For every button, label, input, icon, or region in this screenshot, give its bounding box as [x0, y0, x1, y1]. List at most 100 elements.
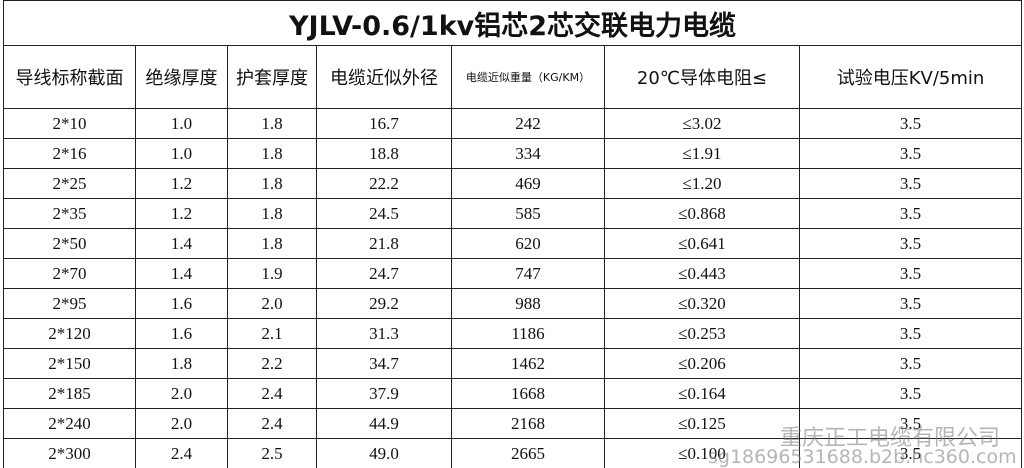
data-row: 2*95 1.6 2.0 29.2 988 ≤0.320 3.5	[3, 288, 1023, 319]
data-cell: 988	[451, 288, 605, 319]
table-title: YJLV-0.6/1kv铝芯2芯交联电力电缆	[2, 0, 1023, 46]
data-cell: 2*300	[3, 438, 136, 468]
data-cell: ≤0.868	[604, 198, 800, 229]
data-cell: 16.7	[316, 108, 452, 139]
header-cell: 护套厚度	[227, 45, 317, 109]
data-cell: 44.9	[316, 408, 452, 439]
header-cell: 电缆近似外径	[316, 45, 452, 109]
data-cell: 24.7	[316, 258, 452, 289]
data-cell: 3.5	[798, 258, 1023, 289]
data-cell: ≤0.253	[604, 318, 800, 349]
data-cell: 2.0	[135, 408, 228, 439]
data-cell: 585	[451, 198, 605, 229]
data-cell: 2*95	[3, 288, 136, 319]
header-cell: 导线标称截面	[3, 45, 136, 109]
data-cell: 1462	[451, 348, 605, 379]
data-cell: 31.3	[316, 318, 452, 349]
data-row: 2*16 1.0 1.8 18.8 334 ≤1.91 3.5	[3, 138, 1023, 169]
data-cell: 2*120	[3, 318, 136, 349]
data-cell: 3.5	[798, 138, 1023, 169]
data-cell: 37.9	[316, 378, 452, 409]
watermark-url: sg18696531688.b2b.hc360.com	[708, 446, 1017, 468]
data-cell: 2.4	[227, 378, 317, 409]
data-cell: 3.5	[798, 228, 1023, 259]
data-cell: 242	[451, 108, 605, 139]
data-cell: 2*25	[3, 168, 136, 199]
data-cell: 1.4	[135, 228, 228, 259]
data-cell: 29.2	[316, 288, 452, 319]
data-cell: 1.8	[227, 108, 317, 139]
data-cell: 2*10	[3, 108, 136, 139]
data-cell: 1.8	[227, 198, 317, 229]
data-cell: 2*50	[3, 228, 136, 259]
data-cell: ≤1.91	[604, 138, 800, 169]
data-cell: 1186	[451, 318, 605, 349]
data-cell: ≤0.206	[604, 348, 800, 379]
data-cell: 2*35	[3, 198, 136, 229]
data-cell: 2.4	[135, 438, 228, 468]
data-cell: 3.5	[798, 438, 1023, 468]
data-cell: 1668	[451, 378, 605, 409]
data-cell: 1.9	[227, 258, 317, 289]
data-row: 2*185 2.0 2.4 37.9 1668 ≤0.164 3.5	[3, 378, 1023, 409]
data-cell: 2.0	[227, 288, 317, 319]
data-row: 2*35 1.2 1.8 24.5 585 ≤0.868 3.5	[3, 198, 1023, 229]
data-cell: 2168	[451, 408, 605, 439]
data-cell: 2.4	[227, 408, 317, 439]
data-row: 2*10 1.0 1.8 16.7 242 ≤3.02 3.5	[3, 108, 1023, 139]
data-cell: 2*240	[3, 408, 136, 439]
data-cell: 1.8	[227, 228, 317, 259]
data-cell: ≤0.100	[604, 438, 800, 468]
data-cell: ≤3.02	[604, 108, 800, 139]
data-cell: 2.1	[227, 318, 317, 349]
data-cell: 1.8	[227, 168, 317, 199]
data-row: 2*240 2.0 2.4 44.9 2168 ≤0.125 3.5	[3, 408, 1023, 439]
data-cell: 1.6	[135, 318, 228, 349]
data-cell: 620	[451, 228, 605, 259]
data-cell: 1.8	[227, 138, 317, 169]
data-cell: 1.2	[135, 198, 228, 229]
header-cell: 绝缘厚度	[135, 45, 228, 109]
header-cell: 试验电压KV/5min	[798, 45, 1023, 109]
data-row: 2*120 1.6 2.1 31.3 1186 ≤0.253 3.5	[3, 318, 1023, 349]
data-cell: ≤1.20	[604, 168, 800, 199]
data-cell: 1.0	[135, 138, 228, 169]
data-row: 2*150 1.8 2.2 34.7 1462 ≤0.206 3.5	[3, 348, 1023, 379]
data-cell: 3.5	[798, 288, 1023, 319]
data-cell: 2*185	[3, 378, 136, 409]
data-cell: 49.0	[316, 438, 452, 468]
data-cell: ≤0.443	[604, 258, 800, 289]
header-row: 导线标称截面 绝缘厚度 护套厚度 电缆近似外径 电缆近似重量（KG/KM） 20℃导体电阻…	[3, 45, 1023, 109]
watermark-company: 重庆正工电缆有限公司	[780, 426, 1001, 451]
data-row: 2*50 1.4 1.8 21.8 620 ≤0.641 3.5	[3, 228, 1023, 259]
header-cell: 电缆近似重量（KG/KM）	[451, 45, 605, 109]
data-cell: 2*150	[3, 348, 136, 379]
data-cell: ≤0.320	[604, 288, 800, 319]
data-cell: 24.5	[316, 198, 452, 229]
data-cell: 2.0	[135, 378, 228, 409]
data-cell: 1.4	[135, 258, 228, 289]
data-cell: 747	[451, 258, 605, 289]
data-cell: 2665	[451, 438, 605, 468]
header-cell: 20℃导体电阻≤	[604, 45, 800, 109]
data-cell: 3.5	[798, 348, 1023, 379]
data-cell: 1.8	[135, 348, 228, 379]
data-cell: 3.5	[798, 108, 1023, 139]
data-cell: 469	[451, 168, 605, 199]
data-cell: 1.0	[135, 108, 228, 139]
data-cell: 2.5	[227, 438, 317, 468]
data-cell: ≤0.641	[604, 228, 800, 259]
data-cell: ≤0.164	[604, 378, 800, 409]
data-cell: 3.5	[798, 198, 1023, 229]
data-cell: 1.2	[135, 168, 228, 199]
data-cell: 3.5	[798, 318, 1023, 349]
data-cell: 2.2	[227, 348, 317, 379]
data-cell: 3.5	[798, 378, 1023, 409]
data-cell: 18.8	[316, 138, 452, 169]
data-cell: 21.8	[316, 228, 452, 259]
data-row: 2*300 2.4 2.5 49.0 2665 ≤0.100 3.5	[3, 438, 1023, 468]
data-cell: 3.5	[798, 168, 1023, 199]
data-cell: 34.7	[316, 348, 452, 379]
